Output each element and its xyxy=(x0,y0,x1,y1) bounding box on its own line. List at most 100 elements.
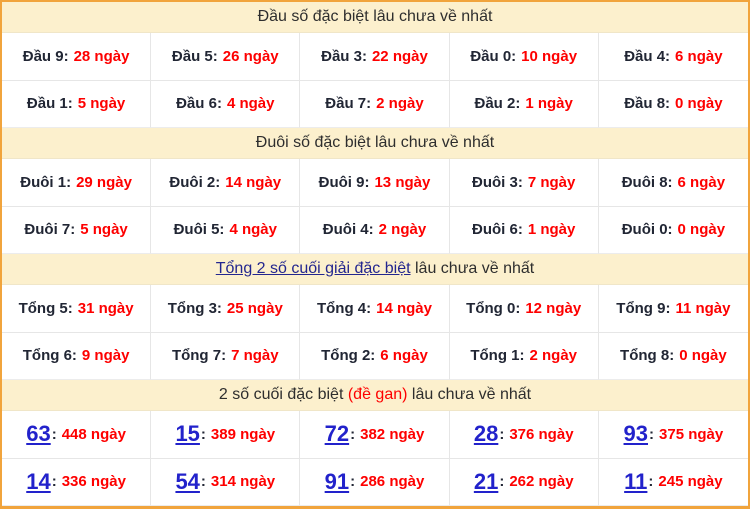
stat-cell: Đầu 5: 26 ngày xyxy=(151,33,301,81)
section-tong-grid: Tổng 5: 31 ngày Tổng 3: 25 ngày Tổng 4: 14 … xyxy=(2,285,748,380)
gan-days-value: 245 ngày xyxy=(658,473,723,491)
stat-cell: Đuôi 0: 0 ngày xyxy=(598,206,748,254)
section-tong-title-suffix: lâu chưa về nhất xyxy=(410,260,535,277)
stat-label: Đuôi 5: xyxy=(173,221,225,239)
section-dau: Đầu số đặc biệt lâu chưa về nhất Đầu 9: 2… xyxy=(2,2,748,128)
gan-days-value: 286 ngày xyxy=(360,473,425,491)
stat-value: 10 ngày xyxy=(521,47,578,65)
stat-value: 5 ngày xyxy=(77,95,126,113)
gan-number-link[interactable]: 21 xyxy=(473,468,499,494)
stat-value: 9 ngày xyxy=(81,347,130,365)
section-tong-header: Tổng 2 số cuối giải đặc biệt lâu chưa về… xyxy=(2,254,748,285)
stat-cell: Tổng 2: 6 ngày xyxy=(300,332,450,380)
stat-label: Đầu 2: xyxy=(474,95,521,113)
stat-value: 14 ngày xyxy=(225,173,282,191)
stat-cell: Đầu 1: 5 ngày xyxy=(2,80,152,128)
section-gan-title: 2 số cuối đặc biệt (đề gan) lâu chưa về … xyxy=(219,386,531,404)
stat-value: 2 ngày xyxy=(378,221,427,239)
stat-cell: Tổng 7: 7 ngày xyxy=(151,332,301,380)
gan-number-link[interactable]: 91 xyxy=(324,468,350,494)
stat-label: Đuôi 8: xyxy=(621,173,673,191)
stat-label: Đuôi 3: xyxy=(472,173,523,191)
stat-cell: Tổng 5: 31 ngày xyxy=(2,285,152,333)
gan-days-value: 314 ngày xyxy=(210,473,276,491)
gan-cell: 28:376 ngày xyxy=(449,411,599,459)
colon-separator: : xyxy=(200,425,206,443)
stat-value: 4 ngày xyxy=(229,221,277,239)
tong-2-so-cuoi-link[interactable]: Tổng 2 số cuối giải đặc biệt xyxy=(215,260,411,277)
section-duoi-grid: Đuôi 1: 29 ngày Đuôi 2: 14 ngày Đuôi 9: 13 … xyxy=(2,159,748,254)
stat-label: Đuôi 9: xyxy=(318,173,370,191)
stat-cell: Đuôi 5: 4 ngày xyxy=(151,206,301,254)
stat-label: Đuôi 7: xyxy=(24,221,76,239)
stat-value: 11 ngày xyxy=(675,299,731,317)
section-gan-grid: 63:448 ngày 15:389 ngày 72:382 ngày 28:3… xyxy=(2,411,748,506)
gan-number-link[interactable]: 63 xyxy=(26,421,51,447)
gan-cell: 21:262 ngày xyxy=(449,458,599,506)
section-duoi-title: Đuôi số đặc biệt lâu chưa về nhất xyxy=(255,134,495,151)
stat-value: 7 ngày xyxy=(527,173,576,191)
stat-cell: Đầu 0: 10 ngày xyxy=(449,33,599,81)
section-gan-title-highlight: (đề gan) xyxy=(347,386,408,403)
section-dau-grid: Đầu 9: 28 ngày Đầu 5: 26 ngày Đầu 3: 22 ngà… xyxy=(2,33,748,128)
stat-label: Đầu 1: xyxy=(26,95,73,113)
stat-value: 2 ngày xyxy=(376,95,424,113)
stat-cell: Đuôi 6: 1 ngày xyxy=(449,206,599,254)
section-duoi-header: Đuôi số đặc biệt lâu chưa về nhất xyxy=(2,128,748,159)
stat-cell: Đuôi 3: 7 ngày xyxy=(449,159,599,207)
stat-value: 6 ngày xyxy=(380,347,428,365)
stat-label: Tổng 1: xyxy=(470,347,525,365)
stat-label: Đầu 5: xyxy=(171,47,218,65)
stat-value: 0 ngày xyxy=(677,221,726,239)
stat-value: 26 ngày xyxy=(222,47,279,65)
stat-label: Tổng 2: xyxy=(321,347,376,365)
stat-value: 0 ngày xyxy=(679,347,727,365)
stat-label: Đuôi 0: xyxy=(621,221,673,239)
stat-value: 1 ngày xyxy=(527,221,576,239)
stat-cell: Tổng 1: 2 ngày xyxy=(449,332,599,380)
gan-days-value: 336 ngày xyxy=(61,473,126,491)
stat-cell: Tổng 6: 9 ngày xyxy=(2,332,152,380)
gan-number-link[interactable]: 15 xyxy=(175,421,200,447)
gan-days-value: 389 ngày xyxy=(210,425,276,443)
stat-value: 5 ngày xyxy=(80,221,128,239)
stat-cell: Đầu 4: 6 ngày xyxy=(598,33,748,81)
section-gan-header: 2 số cuối đặc biệt (đề gan) lâu chưa về … xyxy=(2,380,748,411)
gan-days-value: 448 ngày xyxy=(61,425,126,443)
gan-number-link[interactable]: 28 xyxy=(473,421,499,447)
stat-value: 13 ngày xyxy=(374,173,431,191)
colon-separator: : xyxy=(499,473,505,491)
gan-number-link[interactable]: 11 xyxy=(624,468,648,494)
stat-cell: Đuôi 1: 29 ngày xyxy=(2,159,152,207)
stat-value: 28 ngày xyxy=(73,47,130,65)
stat-label: Đầu 0: xyxy=(470,47,517,65)
section-dau-title: Đầu số đặc biệt lâu chưa về nhất xyxy=(257,8,493,25)
stat-label: Tổng 5: xyxy=(18,299,73,317)
colon-separator: : xyxy=(649,425,655,443)
stat-value: 6 ngày xyxy=(677,173,726,191)
colon-separator: : xyxy=(51,473,57,491)
stat-cell: Đầu 2: 1 ngày xyxy=(449,80,599,128)
stat-cell: Đầu 7: 2 ngày xyxy=(300,80,450,128)
stat-value: 31 ngày xyxy=(77,299,134,317)
gan-cell: 54:314 ngày xyxy=(151,458,301,506)
stat-value: 7 ngày xyxy=(231,347,279,365)
stat-label: Tổng 9: xyxy=(616,299,671,317)
colon-separator: : xyxy=(499,425,505,443)
stat-label: Tổng 6: xyxy=(22,347,77,365)
stat-label: Đầu 6: xyxy=(176,95,222,113)
gan-days-value: 262 ngày xyxy=(509,473,574,491)
stat-value: 1 ngày xyxy=(525,95,573,113)
gan-number-link[interactable]: 54 xyxy=(175,468,200,494)
gan-number-link[interactable]: 14 xyxy=(26,468,51,494)
section-gan-title-prefix: 2 số cuối đặc biệt xyxy=(218,386,348,403)
gan-days-value: 382 ngày xyxy=(360,425,425,443)
colon-separator: : xyxy=(200,473,206,491)
gan-cell: 14:336 ngày xyxy=(2,458,152,506)
stat-cell: Tổng 3: 25 ngày xyxy=(151,285,301,333)
gan-cell: 11:245 ngày xyxy=(598,458,748,506)
gan-number-link[interactable]: 72 xyxy=(324,421,350,447)
stat-label: Đuôi 6: xyxy=(472,221,523,239)
gan-number-link[interactable]: 93 xyxy=(623,421,649,447)
